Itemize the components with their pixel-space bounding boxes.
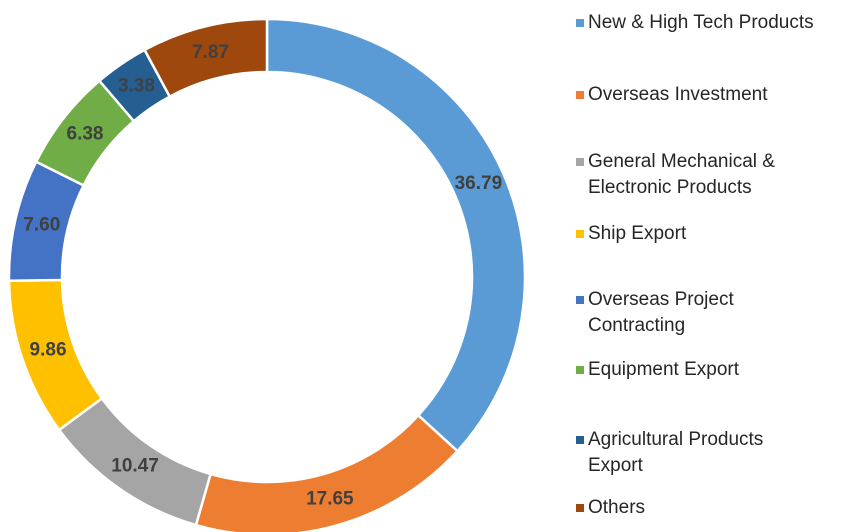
legend-label: Overseas Project Contracting bbox=[588, 289, 734, 336]
data-label: 17.65 bbox=[306, 488, 354, 509]
legend-swatch bbox=[576, 230, 584, 238]
legend-item: Equipment Export bbox=[576, 357, 856, 383]
legend-swatch bbox=[576, 296, 584, 304]
donut-plot: 36.79 17.65 10.47 9.86 7.60 6.38 3.38 7.87 bbox=[7, 17, 527, 532]
legend-label: General Mechanical & Electronic Products bbox=[588, 151, 775, 198]
legend-item: New & High Tech Products bbox=[576, 10, 856, 36]
legend-item: Others bbox=[576, 495, 856, 521]
legend-item: Agricultural Products Export bbox=[576, 427, 806, 479]
legend-item: General Mechanical & Electronic Products bbox=[576, 149, 856, 201]
legend-item: Ship Export bbox=[576, 221, 856, 247]
legend-label: Overseas Investment bbox=[588, 84, 768, 105]
data-label: 6.38 bbox=[67, 124, 104, 145]
legend-label: New & High Tech Products bbox=[588, 12, 814, 33]
legend-swatch bbox=[576, 366, 584, 374]
legend-swatch bbox=[576, 91, 584, 99]
legend-swatch bbox=[576, 19, 584, 27]
legend-label: Ship Export bbox=[588, 223, 687, 244]
donut-slice bbox=[265, 17, 527, 453]
legend-swatch bbox=[576, 158, 584, 166]
data-label: 9.86 bbox=[30, 340, 67, 361]
legend-label: Equipment Export bbox=[588, 359, 740, 380]
data-label: 7.60 bbox=[23, 215, 60, 236]
data-label: 7.87 bbox=[192, 42, 229, 63]
legend-swatch bbox=[576, 436, 584, 444]
legend-swatch bbox=[576, 504, 584, 512]
data-label: 36.79 bbox=[455, 173, 503, 194]
legend-item: Overseas Project Contracting bbox=[576, 287, 806, 339]
data-label: 10.47 bbox=[111, 456, 159, 477]
donut-slice bbox=[142, 17, 269, 99]
donut-slice bbox=[194, 413, 460, 532]
legend-label: Others bbox=[588, 497, 646, 518]
data-label: 3.38 bbox=[118, 75, 155, 96]
legend-label: Agricultural Products Export bbox=[588, 429, 764, 476]
legend-item: Overseas Investment bbox=[576, 82, 856, 108]
